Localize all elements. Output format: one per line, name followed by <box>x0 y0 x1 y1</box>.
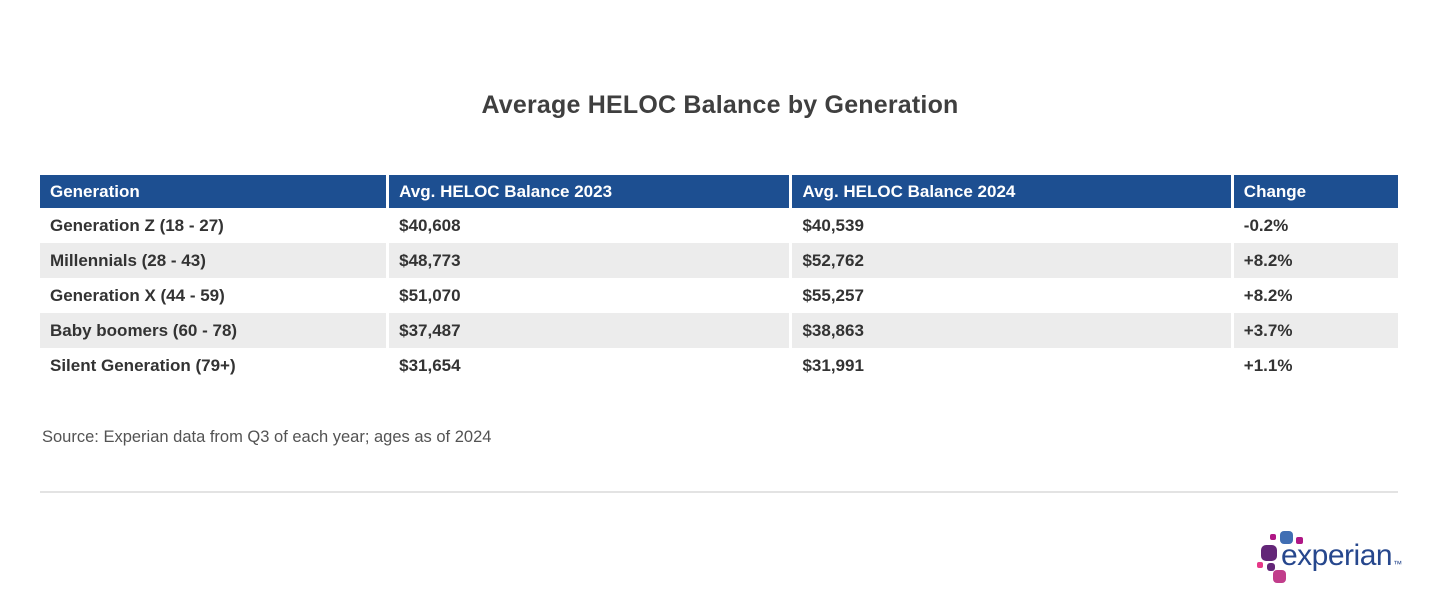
table-row: Generation Z (18 - 27) $40,608 $40,539 -… <box>40 208 1398 243</box>
cell-balance-2024: $31,991 <box>789 348 1233 383</box>
column-header-generation: Generation <box>40 175 388 208</box>
cell-change: -0.2% <box>1230 208 1398 243</box>
cell-generation: Baby boomers (60 - 78) <box>40 313 388 348</box>
experian-logo-mark-icon <box>1270 534 1276 540</box>
cell-balance-2023: $37,487 <box>386 313 791 348</box>
cell-generation: Generation X (44 - 59) <box>40 278 388 313</box>
cell-generation: Millennials (28 - 43) <box>40 243 388 278</box>
heloc-balance-table: Generation Avg. HELOC Balance 2023 Avg. … <box>40 175 1398 383</box>
page-title: Average HELOC Balance by Generation <box>481 90 959 119</box>
cell-balance-2023: $40,608 <box>386 208 791 243</box>
cell-balance-2023: $31,654 <box>386 348 791 383</box>
table-header-row: Generation Avg. HELOC Balance 2023 Avg. … <box>40 175 1398 208</box>
cell-balance-2024: $38,863 <box>789 313 1233 348</box>
cell-change: +8.2% <box>1230 243 1398 278</box>
table-row: Silent Generation (79+) $31,654 $31,991 … <box>40 348 1398 383</box>
column-header-balance-2024: Avg. HELOC Balance 2024 <box>789 175 1233 208</box>
table-row: Baby boomers (60 - 78) $37,487 $38,863 +… <box>40 313 1398 348</box>
footer-divider <box>40 491 1398 493</box>
cell-change: +1.1% <box>1230 348 1398 383</box>
cell-generation: Silent Generation (79+) <box>40 348 388 383</box>
source-note: Source: Experian data from Q3 of each ye… <box>42 428 492 446</box>
column-header-change: Change <box>1230 175 1398 208</box>
experian-logo: experian™ <box>1256 527 1406 589</box>
cell-balance-2024: $40,539 <box>789 208 1233 243</box>
trademark-symbol: ™ <box>1393 559 1402 569</box>
cell-change: +8.2% <box>1230 278 1398 313</box>
cell-balance-2024: $52,762 <box>789 243 1233 278</box>
cell-change: +3.7% <box>1230 313 1398 348</box>
column-header-balance-2023: Avg. HELOC Balance 2023 <box>386 175 791 208</box>
table-row: Generation X (44 - 59) $51,070 $55,257 +… <box>40 278 1398 313</box>
cell-balance-2024: $55,257 <box>789 278 1233 313</box>
cell-generation: Generation Z (18 - 27) <box>40 208 388 243</box>
table-row: Millennials (28 - 43) $48,773 $52,762 +8… <box>40 243 1398 278</box>
experian-wordmark: experian™ <box>1281 539 1402 572</box>
cell-balance-2023: $51,070 <box>386 278 791 313</box>
cell-balance-2023: $48,773 <box>386 243 791 278</box>
